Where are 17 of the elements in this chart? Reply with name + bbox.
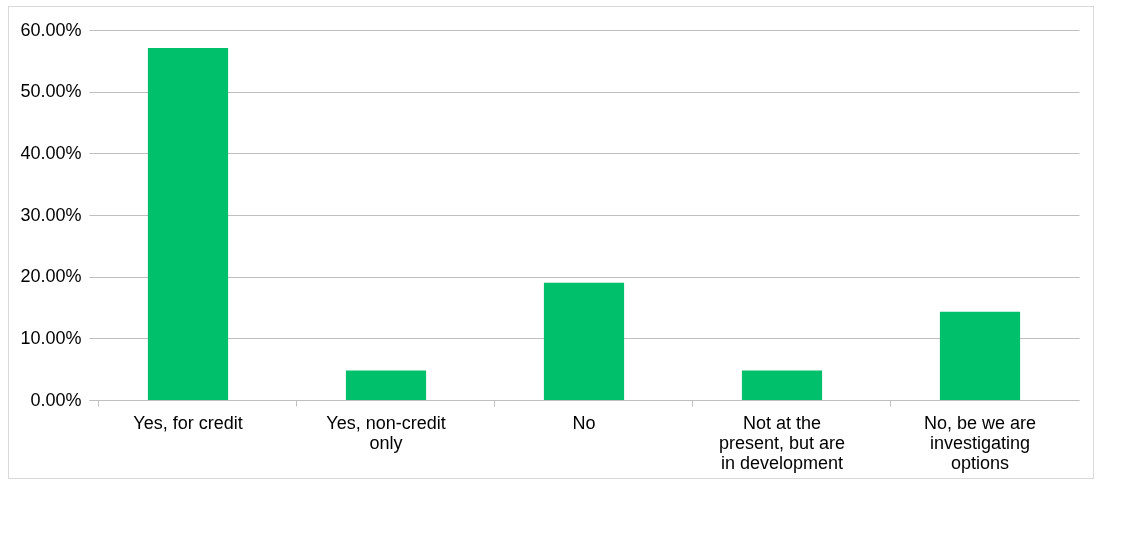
y-tick-label: 50.00% [20,81,82,102]
x-tick-label: No, be we are investigating options [923,412,1037,473]
y-tick-label: 20.00% [20,266,82,287]
x-tick-label: Yes, for credit [133,412,243,433]
x-tick-label: Not at the present, but are in development [718,412,846,473]
y-tick-label: 10.00% [20,327,82,348]
x-tick-label: No [572,412,596,433]
bar [741,370,823,400]
x-tick-label: Yes, non-credit only [326,412,446,453]
bar [147,47,229,400]
y-tick-label: 60.00% [20,19,82,40]
y-tick-label: 40.00% [20,142,82,163]
y-tick-label: 0.00% [30,389,82,410]
y-tick-label: 30.00% [20,204,82,225]
bar [345,370,427,400]
bar [543,282,625,400]
bar [939,311,1021,400]
